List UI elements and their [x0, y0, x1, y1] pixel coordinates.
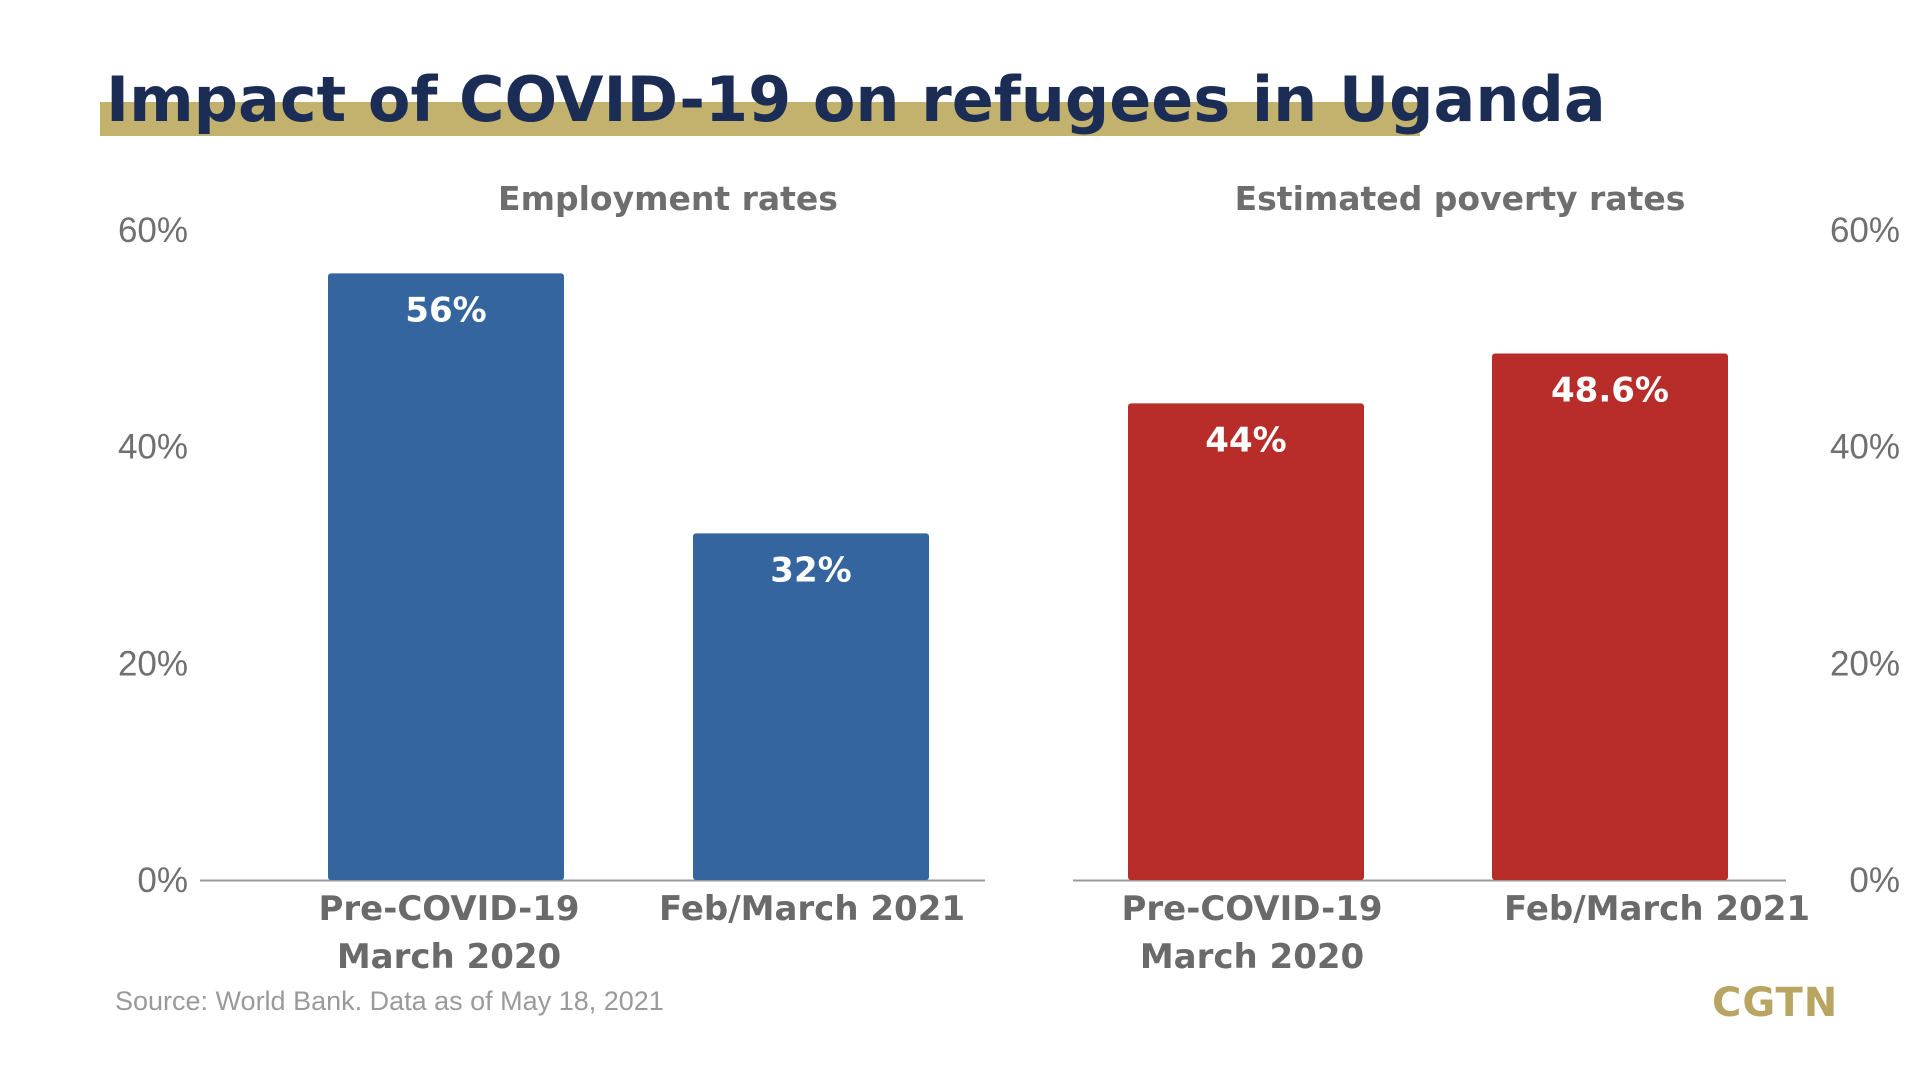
- data-label: 44%: [1205, 420, 1286, 460]
- data-label: 48.6%: [1551, 371, 1669, 411]
- category-label: Pre-COVID-19: [1121, 889, 1382, 929]
- data-label: 32%: [770, 550, 851, 590]
- data-label: 56%: [405, 290, 486, 330]
- category-label: Feb/March 2021: [659, 889, 965, 929]
- title-block: Impact of COVID-19 on refugees in Uganda: [100, 60, 1606, 140]
- y-tick-label: 0%: [137, 861, 188, 900]
- y-tick-label: 60%: [118, 211, 188, 250]
- y-tick-label: 40%: [118, 428, 188, 467]
- chart-subtitle: Employment rates: [498, 179, 838, 218]
- y-tick-label: 40%: [1830, 428, 1900, 467]
- title-underline: [100, 102, 1420, 136]
- cgtn-logo: CGTN: [1712, 980, 1839, 1026]
- category-label: March 2020: [1140, 937, 1364, 977]
- y-tick-label: 60%: [1830, 211, 1900, 250]
- y-tick-label: 0%: [1849, 861, 1900, 900]
- bar: [1492, 353, 1728, 880]
- y-tick-label: 20%: [118, 644, 188, 683]
- bar: [1128, 403, 1364, 880]
- employment-chart: Employment rates 0% 20% 40% 60% 56% Pre-COVID-…: [118, 179, 985, 977]
- category-label: March 2020: [337, 937, 561, 977]
- category-label: Pre-COVID-19: [318, 889, 579, 929]
- bar: [328, 273, 564, 880]
- source-note: Source: World Bank. Data as of May 18, 2…: [115, 986, 664, 1016]
- category-label: Feb/March 2021: [1504, 889, 1810, 929]
- page-title: Impact of COVID-19 on refugees in Uganda: [106, 63, 1606, 136]
- chart-subtitle: Estimated poverty rates: [1235, 179, 1686, 218]
- bar: [693, 533, 929, 880]
- poverty-chart: Estimated poverty rates 0% 20% 40% 60% 44% Pre…: [1073, 179, 1900, 977]
- y-tick-label: 20%: [1830, 644, 1900, 683]
